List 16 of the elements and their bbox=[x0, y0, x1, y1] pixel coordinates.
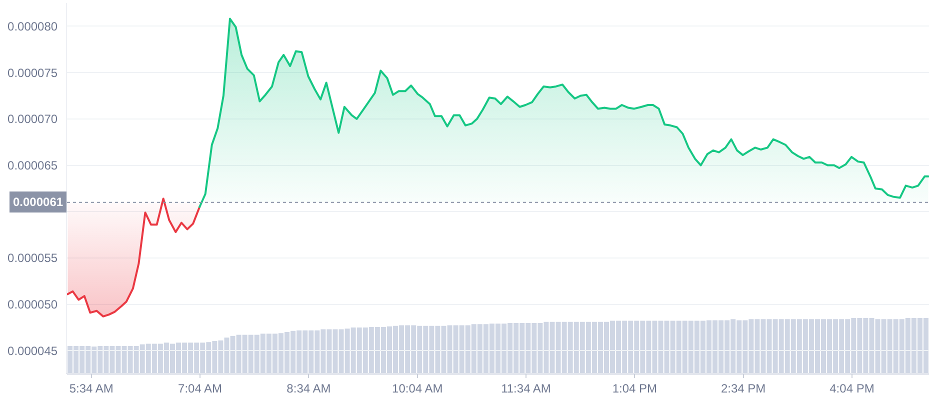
x-tick-label: 4:04 PM bbox=[830, 381, 874, 396]
y-tick-label: 0.000050 bbox=[8, 298, 58, 312]
y-tick-label: 0.000065 bbox=[8, 158, 58, 172]
x-tick-label: 1:04 PM bbox=[612, 381, 658, 396]
y-tick-label: 0.000070 bbox=[8, 112, 58, 126]
y-tick-label: 0.000045 bbox=[8, 344, 58, 358]
y-tick-label: 0.000080 bbox=[8, 19, 58, 34]
y-tick-label: 0.000075 bbox=[8, 66, 58, 80]
x-tick-label: 10:04 AM bbox=[392, 381, 443, 396]
x-tick-label: 5:34 AM bbox=[69, 381, 114, 396]
x-tick-label: 8:34 AM bbox=[286, 381, 331, 396]
ref-line-label: 0.000061 bbox=[13, 195, 64, 209]
x-tick-label: 2:34 PM bbox=[720, 381, 766, 396]
x-tick-label: 11:34 AM bbox=[501, 381, 551, 396]
x-tick-label: 7:04 AM bbox=[178, 381, 222, 396]
y-tick-label: 0.000055 bbox=[8, 251, 58, 266]
